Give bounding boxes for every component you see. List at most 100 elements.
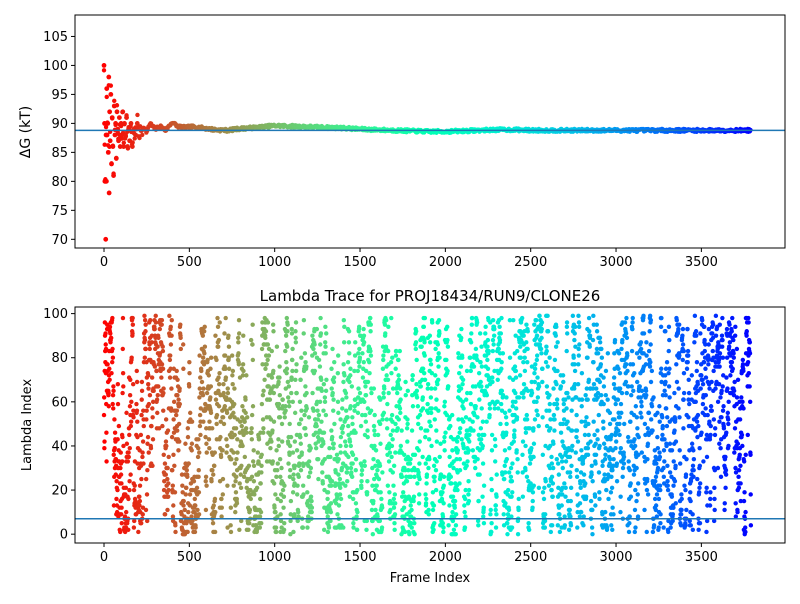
lambda-point <box>564 324 570 330</box>
lambda-point <box>420 366 426 371</box>
lambda-point <box>422 315 428 321</box>
lambda-point <box>492 406 497 411</box>
lambda-point <box>508 474 514 480</box>
lambda-point <box>473 384 478 389</box>
lambda-point <box>131 525 137 530</box>
lambda-point <box>586 315 592 321</box>
lambda-point <box>460 377 466 382</box>
lambda-point <box>417 412 423 418</box>
lambda-point <box>407 461 413 466</box>
lambda-point <box>280 397 285 402</box>
lambda-point <box>358 423 364 429</box>
lambda-point <box>710 348 716 354</box>
lambda-point <box>153 313 158 319</box>
lambda-point <box>204 390 210 396</box>
lambda-point <box>663 366 669 371</box>
lambda-point <box>508 465 514 471</box>
lambda-point <box>287 421 292 427</box>
lambda-point <box>466 479 471 484</box>
delta-g-ylabel: ΔG (kT) <box>18 106 34 158</box>
lambda-point <box>530 498 535 504</box>
lambda-point <box>422 377 428 382</box>
lambda-point <box>388 432 393 438</box>
lambda-point <box>236 331 242 336</box>
lambda-point <box>447 454 452 460</box>
lambda-point <box>642 507 647 513</box>
lambda-point <box>298 434 303 440</box>
lambda-point <box>513 406 519 411</box>
lambda-point <box>115 487 120 493</box>
lambda-point <box>483 324 488 330</box>
lambda-point <box>475 415 480 420</box>
lambda-point <box>485 357 490 363</box>
lambda-point <box>343 408 349 413</box>
lambda-point <box>365 379 371 385</box>
lambda-point <box>533 318 539 323</box>
lambda-point <box>144 408 149 413</box>
lambda-point <box>257 496 263 502</box>
lambda-point <box>171 452 176 457</box>
lambda-point <box>630 362 636 367</box>
lambda-point <box>509 494 514 499</box>
lambda-point <box>139 379 145 385</box>
delta-g-point <box>102 142 107 147</box>
lambda-point <box>350 421 355 427</box>
lambda-point <box>520 439 526 444</box>
lambda-point <box>592 494 598 499</box>
lambda-point <box>286 399 292 405</box>
lambda-point <box>196 490 202 495</box>
lambda-point <box>637 384 642 389</box>
lambda-point <box>368 329 373 334</box>
lambda-point <box>488 512 493 517</box>
lambda-point <box>276 379 281 385</box>
lambda-point <box>384 373 389 378</box>
lambda-point <box>742 459 747 464</box>
lambda-point <box>482 432 487 438</box>
lambda-point <box>694 419 700 424</box>
lambda-point <box>420 454 425 460</box>
lambda-point <box>340 430 345 435</box>
lambda-point <box>626 529 632 535</box>
lambda-point <box>630 320 635 325</box>
lambda-point <box>120 434 125 440</box>
delta-g-point <box>111 173 116 178</box>
lambda-point <box>521 381 527 387</box>
lambda-point <box>344 470 350 475</box>
lambda-point <box>139 412 144 418</box>
lambda-point <box>435 377 441 382</box>
lambda-point <box>144 492 150 497</box>
lambda-point <box>371 423 377 429</box>
lambda-point <box>110 355 116 360</box>
lambda-point <box>725 410 731 416</box>
lambda-point <box>301 463 306 469</box>
lambda-point <box>712 485 717 491</box>
lambda-point <box>417 461 422 466</box>
lambda-point <box>601 426 606 431</box>
lambda-point <box>720 337 725 343</box>
lambda-point <box>132 483 137 488</box>
lambda-point <box>321 527 327 532</box>
lambda-point <box>598 362 604 367</box>
lambda-point <box>663 329 668 334</box>
lambda-point <box>225 443 230 449</box>
lambda-point <box>104 430 109 435</box>
x-tick-label: 3000 <box>599 255 632 270</box>
lambda-point <box>707 419 712 424</box>
lambda-point <box>670 512 676 517</box>
lambda-point <box>456 417 461 422</box>
lambda-point <box>624 362 629 367</box>
lambda-point <box>597 443 602 449</box>
lambda-point <box>630 315 635 321</box>
lambda-point <box>561 417 567 422</box>
lambda-point <box>178 322 183 327</box>
lambda-point <box>386 324 391 330</box>
lambda-point <box>600 463 605 469</box>
lambda-point <box>678 461 683 466</box>
lambda-point <box>142 318 148 323</box>
lambda-point <box>161 408 166 413</box>
lambda-point <box>665 463 670 469</box>
lambda-point <box>534 408 539 413</box>
lambda-point <box>632 443 638 449</box>
lambda-point <box>143 329 148 334</box>
delta-g-point <box>107 144 112 150</box>
